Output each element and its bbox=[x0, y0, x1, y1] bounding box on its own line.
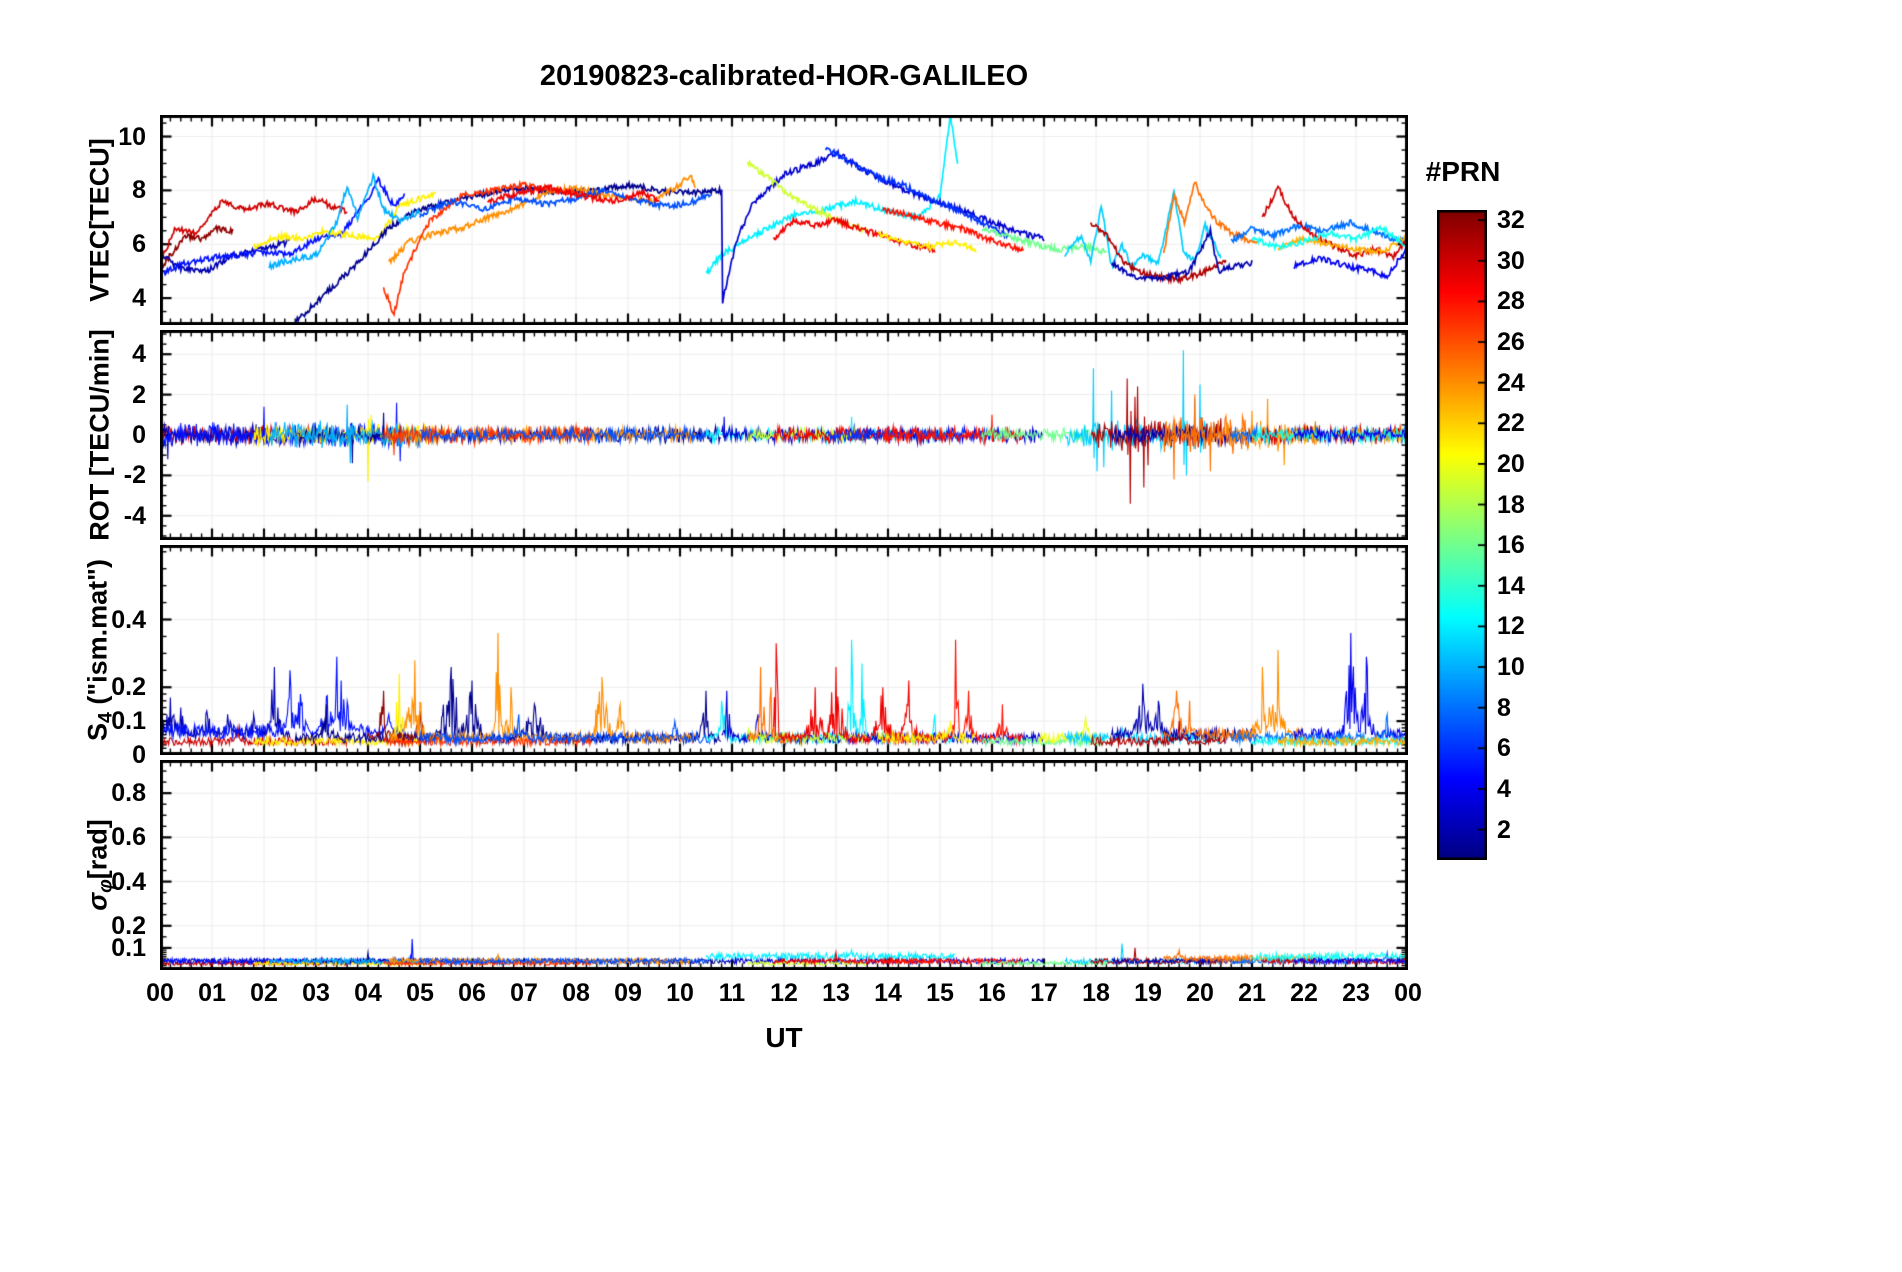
y-axis-title-text: φ bbox=[94, 879, 117, 893]
colorbar-tick-label: 28 bbox=[1497, 287, 1525, 316]
x-tick-label: 13 bbox=[822, 979, 850, 1007]
y-tick-label: 0 bbox=[132, 741, 146, 769]
x-tick-label: 03 bbox=[302, 979, 330, 1007]
y-tick-label: -4 bbox=[123, 501, 146, 530]
colorbar-tick-label: 12 bbox=[1497, 612, 1525, 641]
x-tick-label: 17 bbox=[1030, 979, 1058, 1007]
colorbar-tick-label: 10 bbox=[1497, 653, 1525, 682]
y-tick-label: 0.2 bbox=[111, 673, 146, 702]
colorbar-tick-label: 30 bbox=[1497, 246, 1525, 275]
y-tick-label: 0.8 bbox=[111, 779, 146, 808]
vtec-plot-canvas bbox=[160, 115, 1408, 325]
colorbar-tick-label: 14 bbox=[1497, 571, 1525, 600]
y-axis-title-text: [rad] bbox=[82, 819, 113, 880]
y-tick-label: 4 bbox=[132, 340, 146, 369]
y-tick-label: 4 bbox=[132, 284, 146, 313]
s4-plot-canvas bbox=[160, 545, 1408, 755]
x-tick-label: 19 bbox=[1134, 979, 1162, 1007]
colorbar-tick-label: 18 bbox=[1497, 490, 1525, 519]
x-tick-label: 08 bbox=[562, 979, 590, 1007]
y-tick-label: 2 bbox=[132, 380, 146, 409]
sigma-phi-axis-title: σφ[rad] bbox=[82, 819, 117, 911]
y-tick-label: 6 bbox=[132, 230, 146, 259]
x-tick-label: 20 bbox=[1186, 979, 1214, 1007]
colorbar-tick-label: 20 bbox=[1497, 449, 1525, 478]
x-tick-label: 10 bbox=[666, 979, 694, 1007]
y-axis-title-text: ROT [TECU/min] bbox=[84, 329, 115, 541]
colorbar-tick-label: 4 bbox=[1497, 774, 1511, 803]
colorbar-tick-label: 22 bbox=[1497, 409, 1525, 438]
y-tick-label: 0.1 bbox=[111, 707, 146, 736]
colorbar-tick-label: 2 bbox=[1497, 815, 1511, 844]
x-tick-label: 07 bbox=[510, 979, 538, 1007]
y-tick-label: 0 bbox=[132, 421, 146, 449]
rot-plot-canvas bbox=[160, 330, 1408, 540]
rot-panel bbox=[160, 330, 1408, 540]
colorbar-tick-label: 32 bbox=[1497, 206, 1525, 235]
y-tick-label: 0.4 bbox=[111, 605, 146, 634]
y-tick-label: 0.1 bbox=[111, 933, 146, 962]
x-tick-label: 00 bbox=[1394, 979, 1422, 1007]
x-tick-label: 21 bbox=[1238, 979, 1266, 1007]
y-tick-label: 0.4 bbox=[111, 867, 146, 896]
sigma-phi-panel bbox=[160, 760, 1408, 970]
x-tick-label: 09 bbox=[614, 979, 642, 1007]
x-tick-label: 02 bbox=[250, 979, 278, 1007]
x-tick-label: 14 bbox=[874, 979, 902, 1007]
x-tick-label: 11 bbox=[718, 979, 746, 1007]
vtec-axis-title: VTEC[TECU] bbox=[85, 138, 116, 302]
y-tick-label: 10 bbox=[118, 122, 146, 151]
colorbar bbox=[1437, 210, 1487, 860]
vtec-panel bbox=[160, 115, 1408, 325]
x-tick-label: 15 bbox=[926, 979, 954, 1007]
y-axis-title-text: ("ism.mat") bbox=[82, 559, 113, 713]
colorbar-tick-label: 6 bbox=[1497, 734, 1511, 763]
colorbar-tick-label: 8 bbox=[1497, 693, 1511, 722]
x-tick-label: 23 bbox=[1342, 979, 1370, 1007]
y-tick-label: -2 bbox=[123, 461, 146, 490]
s4-axis-title: S4 ("ism.mat") bbox=[82, 559, 117, 741]
colorbar-title: #PRN bbox=[1425, 156, 1501, 187]
x-tick-label: 01 bbox=[198, 979, 226, 1007]
colorbar-tick-label: 26 bbox=[1497, 328, 1525, 357]
colorbar-tick-label: 16 bbox=[1497, 531, 1525, 560]
s4-panel bbox=[160, 545, 1408, 755]
x-tick-label: 22 bbox=[1290, 979, 1318, 1007]
x-tick-label: 00 bbox=[146, 979, 174, 1007]
x-axis-title: UT bbox=[765, 1022, 803, 1053]
x-tick-label: 12 bbox=[770, 979, 798, 1007]
y-axis-title-text: VTEC[TECU] bbox=[84, 138, 115, 302]
y-axis-title-text: S bbox=[82, 722, 113, 741]
sigma-phi-plot-canvas bbox=[160, 760, 1408, 970]
x-tick-label: 05 bbox=[406, 979, 434, 1007]
x-tick-label: 18 bbox=[1082, 979, 1110, 1007]
x-tick-label: 16 bbox=[978, 979, 1006, 1007]
y-axis-title-text: σ bbox=[82, 892, 113, 911]
y-tick-label: 0.2 bbox=[111, 911, 146, 940]
x-tick-label: 06 bbox=[458, 979, 486, 1007]
y-axis-title-text: 4 bbox=[94, 712, 117, 723]
rot-axis-title: ROT [TECU/min] bbox=[85, 329, 116, 540]
y-tick-label: 0.6 bbox=[111, 823, 146, 852]
y-tick-label: 8 bbox=[132, 176, 146, 205]
x-tick-label: 04 bbox=[354, 979, 382, 1007]
colorbar-tick-label: 24 bbox=[1497, 368, 1525, 397]
chart-title: 20190823-calibrated-HOR-GALILEO bbox=[539, 60, 1029, 92]
